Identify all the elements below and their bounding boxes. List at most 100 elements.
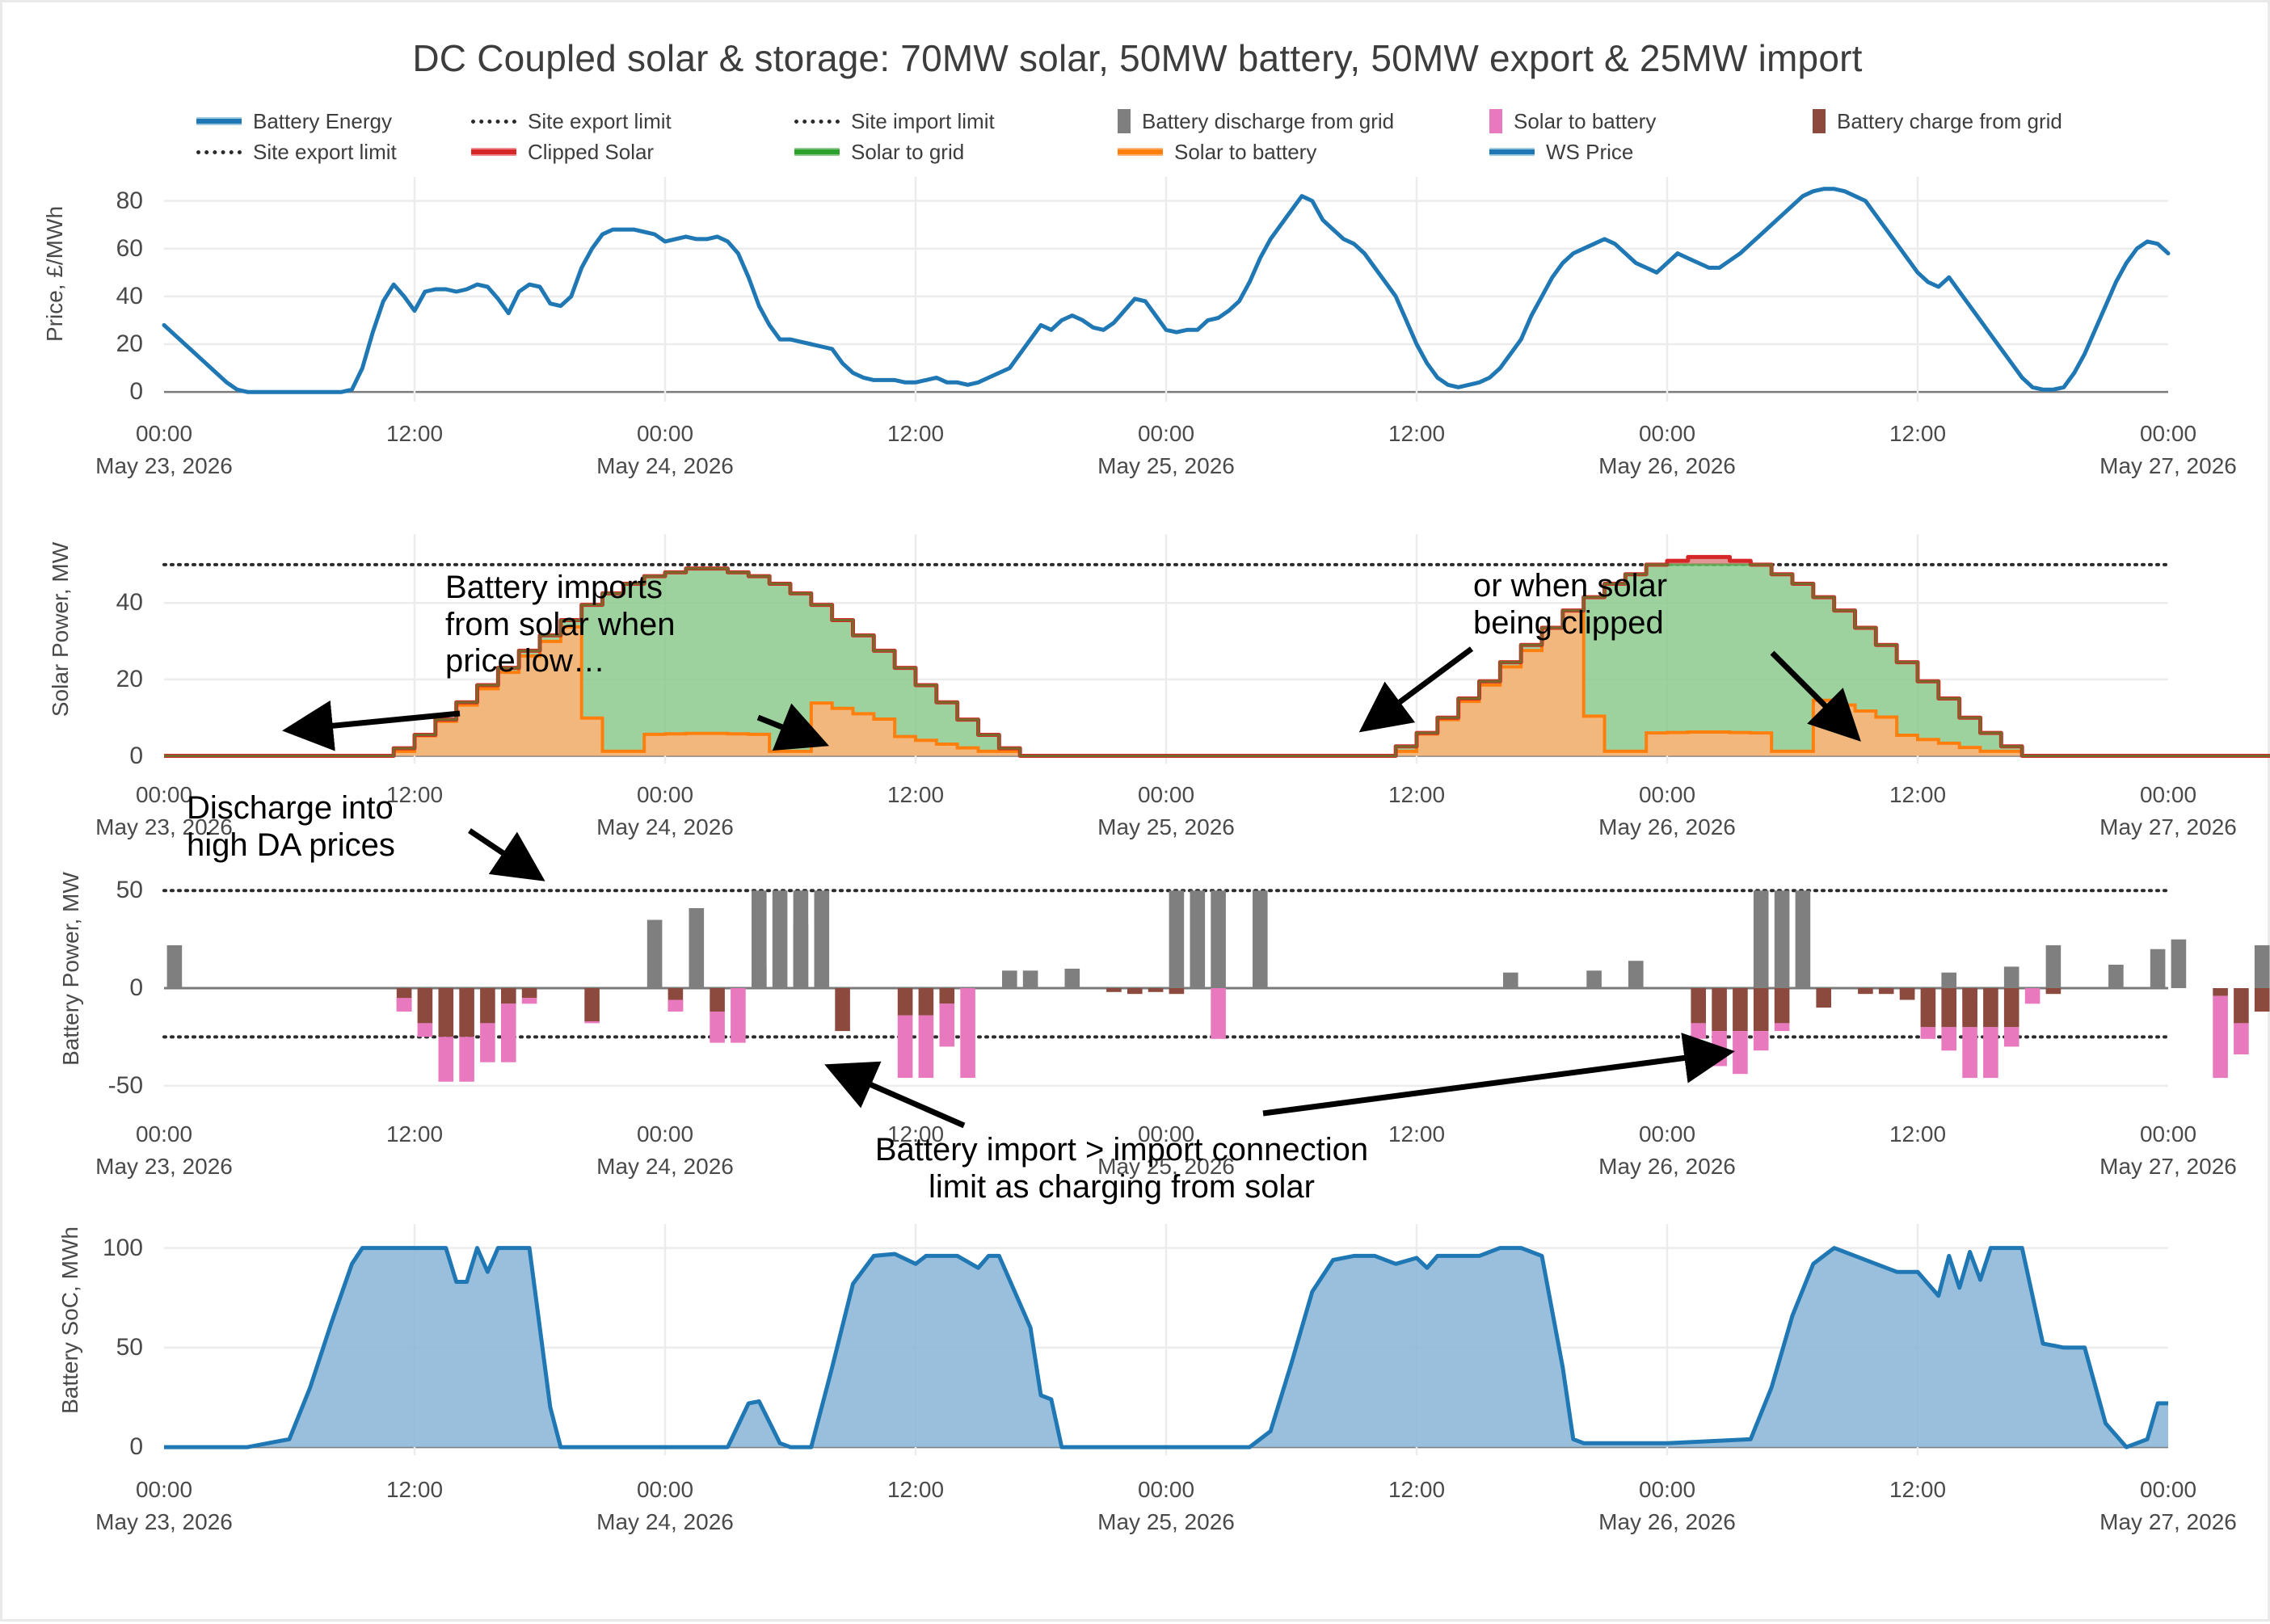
x-tick-time: 00:00 xyxy=(636,1121,694,1146)
y-axis-label-battery-power: Battery Power, MW xyxy=(58,872,83,1066)
legend-label: Site export limit xyxy=(253,139,397,164)
legend-item-solar-to-battery-line[interactable]: Solar to battery xyxy=(1118,138,1457,166)
legend-row-2: Site export limit Clipped Solar Solar to… xyxy=(196,138,2120,166)
battery-discharge-bar xyxy=(2171,939,2187,988)
x-tick: 12:00 xyxy=(1388,421,1445,447)
battery-charge-bar xyxy=(2045,988,2062,995)
x-axis-price: 00:00 May 23, 2026 12:00 00:00 May 24, 2026 1… xyxy=(2,421,2270,486)
battery-charge-bar xyxy=(2234,988,2249,1024)
x-tick-time: 00:00 xyxy=(636,782,694,807)
y-tick: 100 xyxy=(102,1234,143,1261)
battery-charge-bar xyxy=(1753,988,1769,1032)
line-swatch-icon xyxy=(1489,148,1535,156)
battery-charge-bar xyxy=(1127,988,1143,995)
legend-item-ws-price[interactable]: WS Price xyxy=(1489,138,1772,166)
solar-to-battery-bar xyxy=(1691,1023,1706,1039)
x-tick: 12:00 xyxy=(1388,1121,1445,1147)
battery-charge-bar xyxy=(1148,988,1164,992)
legend-item-site-export-limit-2[interactable]: Site export limit xyxy=(196,138,463,166)
x-tick: 00:00 May 26, 2026 xyxy=(1598,1477,1736,1535)
x-tick: 00:00 May 25, 2026 xyxy=(1097,782,1235,840)
legend-label: Site import limit xyxy=(851,108,995,133)
x-tick-time: 00:00 xyxy=(135,782,193,807)
x-tick: 00:00 May 27, 2026 xyxy=(2099,782,2237,840)
battery-discharge-bar xyxy=(689,908,705,988)
x-tick: 00:00 May 25, 2026 xyxy=(1097,1121,1235,1180)
x-tick-time: 12:00 xyxy=(887,421,945,446)
y-tick: 0 xyxy=(129,1433,143,1461)
battery-charge-bar xyxy=(939,988,955,1004)
x-tick-date: May 27, 2026 xyxy=(2099,1509,2237,1534)
legend-item-solar-to-grid[interactable]: Solar to grid xyxy=(794,138,1077,166)
y-axis-label-battery-soc: Battery SoC, MWh xyxy=(57,1226,82,1414)
dashed-line-swatch-icon xyxy=(794,119,840,124)
legend-label: WS Price xyxy=(1546,139,1634,164)
legend-item-site-export-limit-1[interactable]: Site export limit xyxy=(471,107,754,135)
legend-item-site-import-limit[interactable]: Site import limit xyxy=(794,107,1077,135)
solar-to-battery-bar xyxy=(501,1003,516,1062)
solar-to-battery-bar xyxy=(480,1023,495,1062)
x-tick-time: 12:00 xyxy=(1388,782,1446,807)
battery-discharge-bar xyxy=(2254,945,2270,988)
annotation-battery-imports-from-solar: Battery imports from solar when price lo… xyxy=(445,570,676,679)
x-tick: 12:00 xyxy=(386,782,443,808)
x-tick-time: 12:00 xyxy=(1889,1477,1947,1502)
solar-to-grid-area xyxy=(164,557,2270,756)
x-tick-time: 00:00 xyxy=(1137,1121,1195,1146)
x-tick-time: 00:00 xyxy=(1137,782,1195,807)
battery-charge-bar xyxy=(918,988,934,1016)
x-tick-date: May 25, 2026 xyxy=(1097,814,1235,839)
legend-label: Solar to battery xyxy=(1174,139,1317,164)
solar-to-battery-bar xyxy=(1733,1031,1748,1075)
x-tick: 00:00 May 27, 2026 xyxy=(2099,1477,2237,1535)
x-tick-time: 00:00 xyxy=(2139,782,2197,807)
battery-charge-bar xyxy=(2003,988,2019,1028)
legend-item-battery-charge-from-grid[interactable]: Battery charge from grid xyxy=(1813,107,2152,135)
battery-discharge-bar xyxy=(2108,965,2124,988)
x-tick-time: 00:00 xyxy=(1137,1477,1195,1502)
x-tick: 00:00 May 26, 2026 xyxy=(1598,782,1736,840)
chart-legend: Battery Energy Site export limit Site im… xyxy=(196,107,2120,172)
x-tick-time: 12:00 xyxy=(1889,1121,1947,1146)
battery-discharge-bar xyxy=(1190,890,1206,988)
x-tick-date: May 23, 2026 xyxy=(95,1154,233,1179)
battery-charge-bar xyxy=(459,988,474,1037)
battery-charge-bar xyxy=(1983,988,1998,1028)
battery-power-plot xyxy=(162,889,2270,1087)
x-tick-time: 12:00 xyxy=(887,1477,945,1502)
x-tick: 00:00 May 24, 2026 xyxy=(596,421,734,479)
y-tick: 60 xyxy=(116,234,143,262)
x-tick: 12:00 xyxy=(887,782,944,808)
battery-charge-bar xyxy=(1691,988,1706,1024)
solar-to-battery-bar xyxy=(1983,1027,1998,1079)
x-tick: 00:00 May 27, 2026 xyxy=(2099,421,2237,479)
x-tick: 12:00 xyxy=(386,1477,443,1503)
x-tick: 00:00 May 23, 2026 xyxy=(95,421,233,479)
solar-to-battery-bar xyxy=(1211,988,1226,1039)
y-tick: 0 xyxy=(129,742,143,769)
legend-item-solar-to-battery-bar[interactable]: Solar to battery xyxy=(1489,107,1772,135)
x-tick-time: 00:00 xyxy=(135,421,193,446)
solar-to-battery-bar xyxy=(521,998,537,1004)
solar-to-battery-bar xyxy=(396,998,412,1012)
y-tick: 0 xyxy=(129,974,143,1001)
x-axis-battery-power: 00:00 May 23, 2026 12:00 00:00 May 24, 2026 1… xyxy=(2,1121,2270,1186)
x-tick-date: May 25, 2026 xyxy=(1097,1154,1235,1179)
legend-item-clipped-solar[interactable]: Clipped Solar xyxy=(471,138,754,166)
x-tick-date: May 26, 2026 xyxy=(1598,1509,1736,1534)
battery-discharge-bar xyxy=(1586,970,1602,988)
battery-discharge-bar xyxy=(1628,961,1644,988)
legend-item-battery-discharge-from-grid[interactable]: Battery discharge from grid xyxy=(1118,107,1457,135)
bar-swatch-icon xyxy=(1118,109,1131,133)
dashed-line-swatch-icon xyxy=(471,119,516,124)
y-tick: 40 xyxy=(116,589,143,616)
legend-item-battery-energy[interactable]: Battery Energy xyxy=(196,107,463,135)
solar-to-battery-bar xyxy=(939,1003,955,1047)
panel-price: Price, £/MWh 0 20 40 60 80 xyxy=(2,164,2270,414)
x-tick-time: 12:00 xyxy=(1388,421,1446,446)
legend-label: Battery Energy xyxy=(253,108,392,133)
panel-battery-power: Battery Power, MW 50 0 -50 xyxy=(2,859,2270,1117)
x-tick-time: 00:00 xyxy=(135,1477,193,1502)
battery-charge-bar xyxy=(417,988,433,1024)
legend-label: Solar to battery xyxy=(1514,108,1657,133)
